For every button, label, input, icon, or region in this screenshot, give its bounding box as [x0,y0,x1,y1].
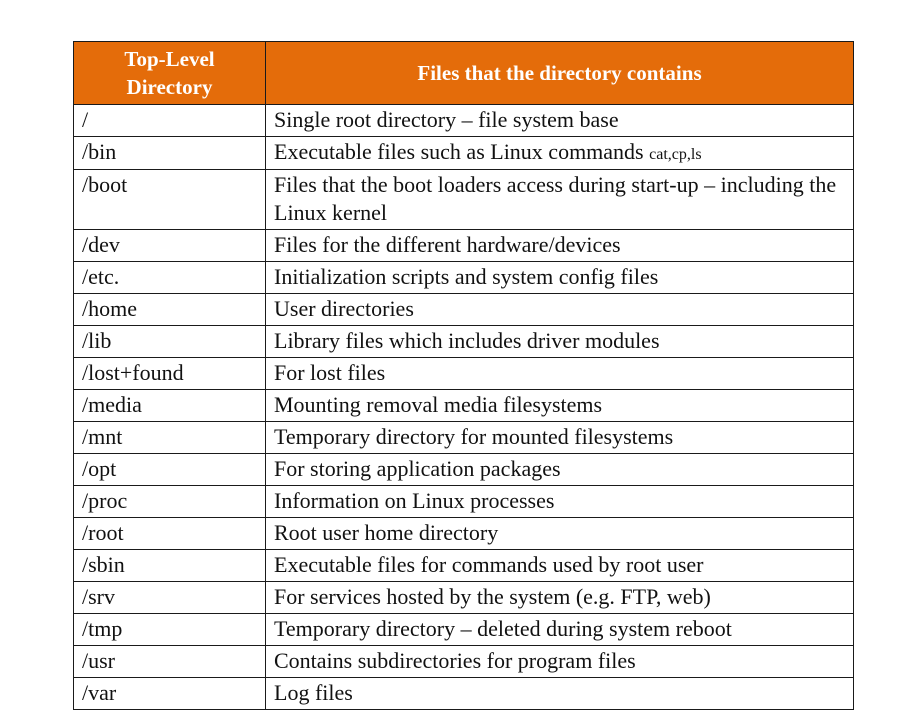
table-row: / Single root directory – file system bas… [73,104,854,137]
description-cell: Log files [265,677,854,710]
table-row: /media Mounting removal media filesystems [73,389,854,422]
directory-cell: /lib [73,325,266,358]
table-row: /etc. Initialization scripts and system c… [73,261,854,294]
header-top-level-directory: Top-Level Directory [73,41,266,105]
description-text: Library files which includes driver modu… [274,328,660,353]
directory-cell: /sbin [73,549,266,582]
directory-cell: /etc. [73,261,266,294]
description-cell: Executable files such as Linux commands … [265,136,854,170]
table-row: /usr Contains subdirectories for program … [73,645,854,678]
description-cell: For lost files [265,357,854,390]
directory-cell: /usr [73,645,266,678]
table-row: /srv For services hosted by the system (e… [73,581,854,614]
description-text: Executable files such as Linux commands [274,139,650,164]
table-row: /var Log files [73,677,854,710]
table-row: /lib Library files which includes driver … [73,325,854,358]
description-cell: Mounting removal media filesystems [265,389,854,422]
table-header-row: Top-Level Directory Files that the direc… [73,41,854,105]
table-row: /opt For storing application packages [73,453,854,486]
description-cell: Executable files for commands used by ro… [265,549,854,582]
description-text: Single root directory – file system base [274,107,619,132]
description-text: Mounting removal media filesystems [274,392,603,417]
directory-cell: /dev [73,229,266,262]
table-row: /home User directories [73,293,854,326]
table-body: / Single root directory – file system bas… [73,104,854,710]
description-cell: Temporary directory for mounted filesyst… [265,421,854,454]
table-row: /root Root user home directory [73,517,854,550]
description-text: Root user home directory [274,520,499,545]
directory-table: Top-Level Directory Files that the direc… [73,41,854,710]
table-row: /sbin Executable files for commands used … [73,549,854,582]
description-text: Log files [274,680,353,705]
table-row: /boot Files that the boot loaders access … [73,169,854,230]
table-row: /bin Executable files such as Linux comma… [73,136,854,170]
description-cell: Contains subdirectories for program file… [265,645,854,678]
command-examples-note: cat,cp,ls [649,146,702,163]
description-text: Temporary directory for mounted filesyst… [274,424,674,449]
directory-cell: /opt [73,453,266,486]
description-cell: Information on Linux processes [265,485,854,518]
description-text: Files for the different hardware/devices [274,232,621,257]
description-cell: For storing application packages [265,453,854,486]
directory-cell: /root [73,517,266,550]
header-files-contained: Files that the directory contains [265,41,854,105]
description-cell: Files for the different hardware/devices [265,229,854,262]
directory-cell: /tmp [73,613,266,646]
table-row: /mnt Temporary directory for mounted file… [73,421,854,454]
directory-table-container: Top-Level Directory Files that the direc… [73,41,854,710]
description-cell: For services hosted by the system (e.g. … [265,581,854,614]
directory-cell: /boot [73,169,266,230]
description-text: Executable files for commands used by ro… [274,552,704,577]
table-row: /dev Files for the different hardware/dev… [73,229,854,262]
description-cell: Root user home directory [265,517,854,550]
directory-cell: /media [73,389,266,422]
description-text: For storing application packages [274,456,561,481]
description-cell: Files that the boot loaders access durin… [265,169,854,230]
description-text: For lost files [274,360,386,385]
description-cell: Single root directory – file system base [265,104,854,137]
directory-cell: /mnt [73,421,266,454]
description-text: Information on Linux processes [274,488,555,513]
description-cell: Library files which includes driver modu… [265,325,854,358]
directory-cell: /proc [73,485,266,518]
description-cell: Temporary directory – deleted during sys… [265,613,854,646]
directory-cell: / [73,104,266,137]
description-text: Initialization scripts and system config… [274,264,659,289]
description-text: Files that the boot loaders access durin… [274,172,837,225]
description-text: Contains subdirectories for program file… [274,648,636,673]
description-text: For services hosted by the system (e.g. … [274,584,711,609]
directory-cell: /lost+found [73,357,266,390]
description-cell: User directories [265,293,854,326]
description-cell: Initialization scripts and system config… [265,261,854,294]
directory-cell: /home [73,293,266,326]
directory-cell: /bin [73,136,266,170]
table-row: /proc Information on Linux processes [73,485,854,518]
description-text: User directories [274,296,414,321]
table-row: /lost+found For lost files [73,357,854,390]
description-text: Temporary directory – deleted during sys… [274,616,732,641]
directory-cell: /srv [73,581,266,614]
directory-cell: /var [73,677,266,710]
table-row: /tmp Temporary directory – deleted during… [73,613,854,646]
